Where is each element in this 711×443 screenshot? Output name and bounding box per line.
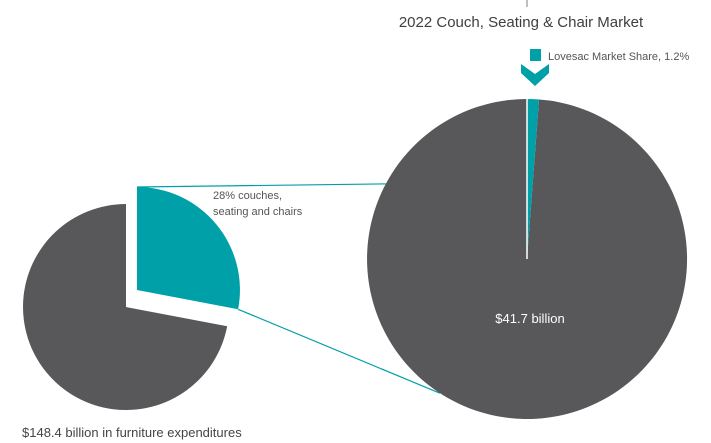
chart-title: 2022 Couch, Seating & Chair Market (399, 14, 644, 31)
connector-line-upper (136, 183, 386, 188)
expenditure-caption: $148.4 billion in furniture expenditures (22, 425, 242, 440)
pie-slice-couches-seating-chairs (136, 186, 240, 310)
pie-slice-other-furniture (23, 204, 228, 410)
slice-label-line-1: 28% couches, (213, 190, 282, 202)
market-value-label: $41.7 billion (495, 311, 564, 326)
pie-slice-lovesac (527, 98, 540, 259)
couch-market-pie (367, 98, 688, 419)
down-arrow-icon (521, 64, 549, 86)
connector-lines (136, 183, 441, 394)
furniture-expenditure-pie (23, 186, 240, 410)
connector-line-lower (237, 308, 441, 394)
legend-swatch-lovesac (530, 49, 541, 61)
legend-label-lovesac: Lovesac Market Share, 1.2% (548, 51, 689, 63)
slice-label-line-2: seating and chairs (213, 206, 303, 218)
